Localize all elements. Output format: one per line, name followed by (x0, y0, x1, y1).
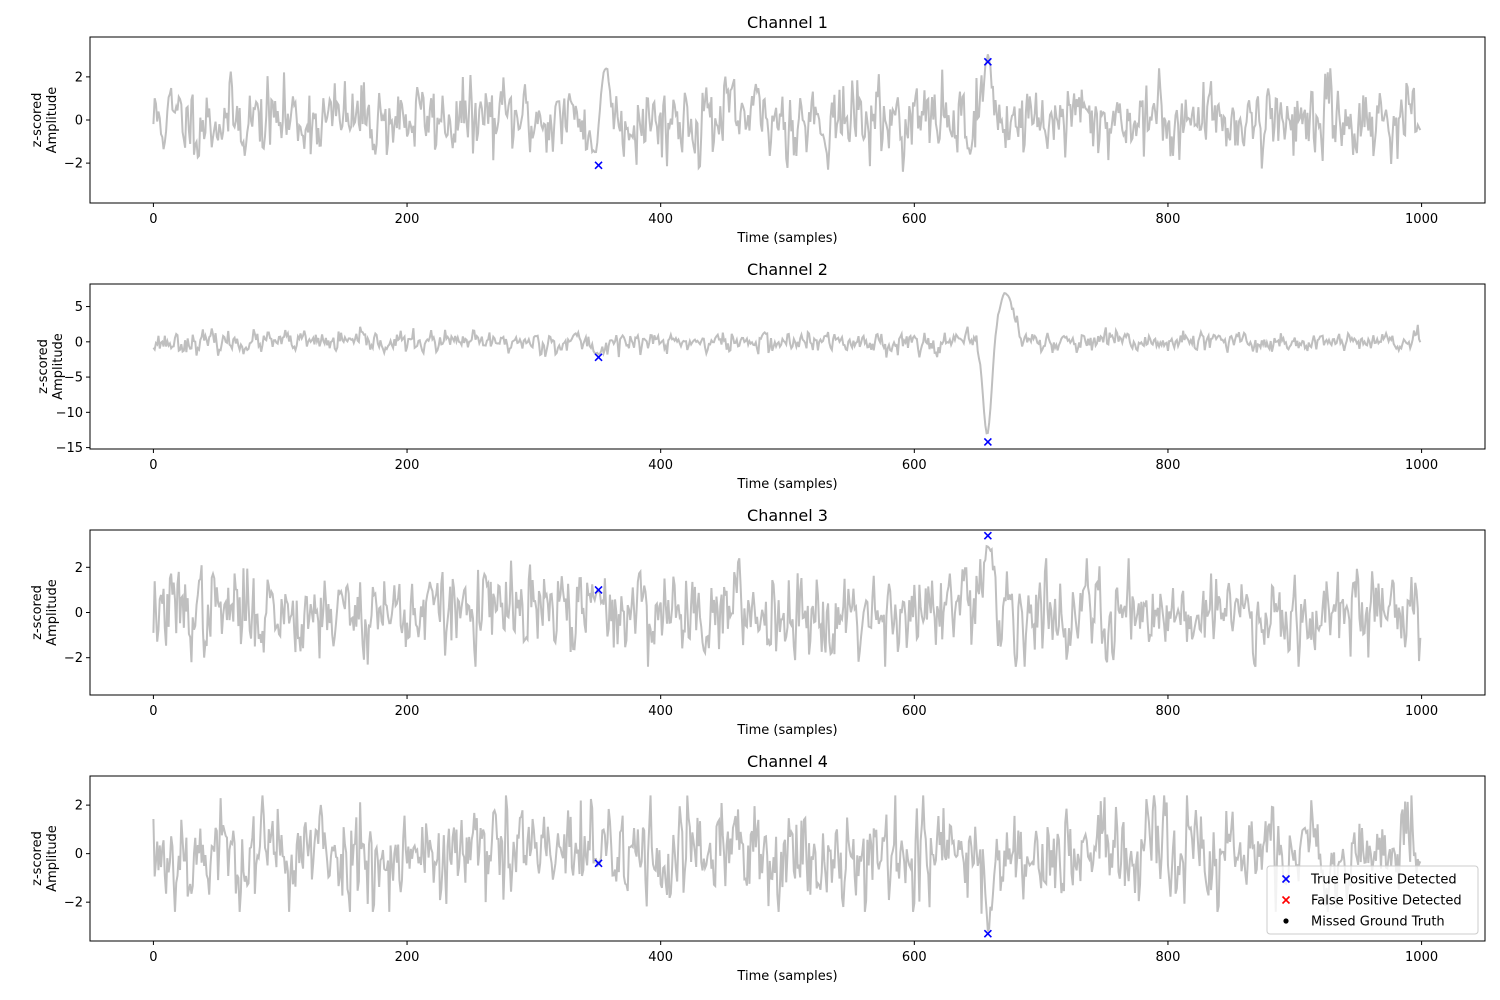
x-tick-label: 0 (149, 458, 157, 473)
x-tick-label: 400 (648, 458, 673, 473)
subplot-3: 0 200 400 600 800 1000 −2 0 2 Channel 3 Time (samp… (30, 506, 1486, 738)
legend-marker-icon (1281, 895, 1291, 905)
signal-line (152, 292, 1422, 435)
subplot-4: 0 200 400 600 800 1000 −2 0 2 Channel 4 Time (samp… (30, 752, 1486, 984)
x-tick-label: 600 (902, 950, 927, 965)
y-tick-label: 2 (75, 561, 83, 576)
x-tick-label: 0 (149, 950, 157, 965)
subplot-1: 0 200 400 600 800 1000 −2 0 2 Channel 1 Time (samp… (30, 13, 1486, 246)
legend-marker-icon (1283, 918, 1289, 924)
y-tick-label: −2 (64, 896, 83, 911)
x-axis-label: Time (samples) (736, 723, 837, 738)
x-tick-label: 800 (1156, 950, 1181, 965)
y-tick-label: −2 (64, 157, 83, 172)
y-tick-label: 0 (75, 606, 83, 621)
legend-entry-label: Missed Ground Truth (1311, 915, 1445, 930)
x-tick-label: 400 (648, 704, 673, 719)
x-tick-label: 200 (395, 212, 420, 227)
x-tick-label: 1000 (1405, 212, 1438, 227)
y-tick-label: 2 (75, 70, 83, 85)
y-tick-label: 0 (75, 114, 83, 129)
legend-entry-label: False Positive Detected (1311, 894, 1462, 909)
true-positive-marker (594, 161, 603, 170)
x-tick-label: 400 (648, 212, 673, 227)
axes-frame (89, 775, 1486, 942)
legend-box (1266, 865, 1479, 935)
subplot-title: Channel 2 (747, 260, 828, 279)
legend-marker-icon (1281, 874, 1291, 884)
y-tick-label: 0 (75, 335, 83, 350)
x-tick-label: 800 (1156, 458, 1181, 473)
y-tick-label: 2 (75, 799, 83, 814)
true-positive-marker (983, 929, 992, 938)
true-positive-marker (594, 585, 603, 594)
axes-frame (89, 283, 1486, 450)
true-positive-marker (983, 437, 992, 447)
x-tick-label: 400 (648, 950, 673, 965)
signal-line (152, 795, 1422, 932)
subplot-title: Channel 3 (747, 506, 828, 525)
x-tick-label: 1000 (1405, 458, 1438, 473)
x-tick-label: 800 (1156, 704, 1181, 719)
true-positive-marker (983, 531, 992, 540)
signal-line (152, 54, 1422, 172)
y-axis-label: z-scoredAmplitude (36, 333, 66, 400)
x-axis-label: Time (samples) (736, 969, 837, 984)
x-tick-label: 1000 (1405, 704, 1438, 719)
legend: True Positive Detected False Positive Det… (1266, 865, 1479, 935)
y-tick-label: 5 (75, 300, 83, 315)
x-tick-label: 800 (1156, 212, 1181, 227)
x-tick-label: 0 (149, 212, 157, 227)
subplot-title: Channel 4 (747, 752, 828, 771)
x-tick-label: 200 (395, 704, 420, 719)
y-tick-label: −2 (64, 651, 83, 666)
subplot-2: 0 200 400 600 800 1000 −15 −10 −5 0 5 Channel 2 Time… (36, 260, 1486, 492)
y-tick-label: −15 (56, 441, 83, 456)
legend-entry-label: True Positive Detected (1310, 873, 1457, 888)
y-tick-label: 0 (75, 847, 83, 862)
x-tick-label: 600 (902, 458, 927, 473)
true-positive-marker (594, 353, 603, 362)
x-axis-label: Time (samples) (736, 231, 837, 246)
x-tick-label: 600 (902, 704, 927, 719)
signal-line (152, 544, 1422, 668)
x-axis-label: Time (samples) (736, 477, 837, 492)
subplot-title: Channel 1 (747, 13, 828, 32)
x-tick-label: 1000 (1405, 950, 1438, 965)
y-tick-label: −5 (64, 371, 83, 386)
x-tick-label: 600 (902, 212, 927, 227)
true-positive-marker (594, 859, 603, 868)
y-axis-label: z-scoredAmplitude (30, 87, 60, 154)
true-positive-marker (983, 57, 992, 66)
y-axis-label: z-scoredAmplitude (30, 579, 60, 646)
x-tick-label: 200 (395, 458, 420, 473)
x-tick-label: 0 (149, 704, 157, 719)
y-axis-label: z-scoredAmplitude (30, 825, 60, 892)
x-tick-label: 200 (395, 950, 420, 965)
y-tick-label: −10 (56, 406, 83, 421)
